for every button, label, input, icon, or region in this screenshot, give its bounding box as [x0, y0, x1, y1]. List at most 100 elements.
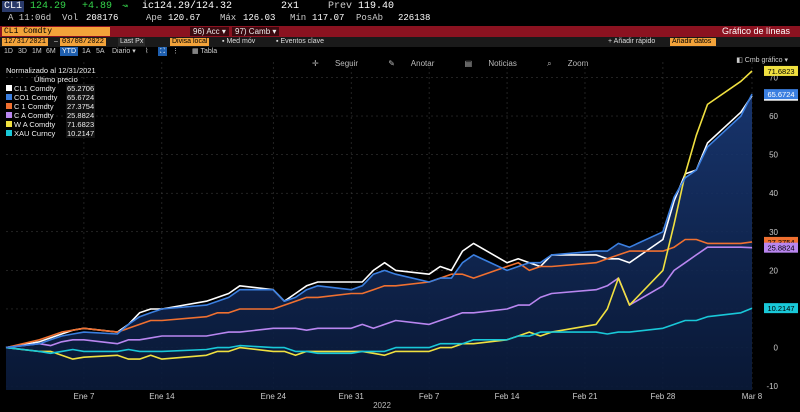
- news-label: Noticias: [488, 59, 517, 68]
- table-icon: ▦: [192, 48, 199, 55]
- period-1d[interactable]: 1D: [4, 48, 13, 55]
- chart-mode-icon[interactable]: ⛶: [158, 47, 167, 56]
- annotate-button[interactable]: ✎ Anotar: [388, 59, 448, 68]
- command-bar: CL1 Comdty 96) Acc ▾ 97) Camb ▾ Gráfico …: [0, 26, 800, 37]
- last-price: 124.29: [30, 1, 67, 12]
- key-events-toggle[interactable]: ▪ Eventos clave: [276, 37, 324, 47]
- last-value-tag: 25.8824: [764, 242, 798, 253]
- currency-select[interactable]: Divisa local: [170, 38, 210, 46]
- chart-type-label: Cmb gráfico: [744, 57, 783, 64]
- legend-swatch: [6, 103, 12, 109]
- page-title: Gráfico de líneas: [721, 26, 790, 36]
- legend-swatch: [6, 85, 12, 91]
- last-value-tag: 65.6724: [764, 89, 798, 100]
- switch-button[interactable]: 97) Camb ▾: [232, 27, 280, 36]
- series-line-xau-curncy[interactable]: [5, 307, 753, 355]
- x-tick-label: Mar 8: [742, 392, 763, 401]
- legend-label: CO1 Comdty: [14, 93, 58, 102]
- chart-toolbar: ✛ Seguir ✎ Anotar ▤ Noticias ⌕ Zoom: [312, 59, 616, 69]
- legend-item[interactable]: XAU Curncy 10.2147: [6, 129, 111, 138]
- low-value: 117.07: [312, 13, 345, 23]
- y-tick-label: -10: [766, 382, 778, 391]
- actions-button[interactable]: 96) Acc ▾: [190, 27, 229, 36]
- indicator-icon[interactable]: ⋮: [172, 48, 179, 55]
- legend-swatch: [6, 94, 12, 100]
- news-button[interactable]: ▤ Noticias: [465, 59, 531, 68]
- moving-avg-icon: ▪: [222, 38, 225, 45]
- x-tick-label: Ene 24: [261, 392, 287, 401]
- pencil-icon: ✎: [388, 59, 395, 68]
- moving-avg-label: Med móv: [226, 38, 256, 45]
- legend-label: C A Comdty: [14, 111, 54, 120]
- zoom-button[interactable]: ⌕ Zoom: [547, 59, 602, 68]
- x-tick-label: Ene 14: [149, 392, 175, 401]
- zoom-icon: ⌕: [547, 59, 552, 68]
- tag-value: 10.2147: [767, 304, 794, 313]
- add-quick-button[interactable]: + Añadir rápido: [608, 37, 655, 47]
- x-tick-label: Feb 14: [495, 392, 520, 401]
- x-tick-label: Feb 7: [419, 392, 440, 401]
- legend-label: C 1 Comdty: [14, 102, 54, 111]
- period-1m[interactable]: 1M: [32, 48, 42, 55]
- switch-number-icon: 97): [235, 27, 247, 36]
- moving-avg-toggle[interactable]: ▪ Med móv: [222, 37, 255, 47]
- security-field[interactable]: CL1 Comdty: [2, 27, 110, 36]
- frequency-select[interactable]: Diario ▾: [112, 48, 136, 55]
- field-select[interactable]: Last Px: [118, 38, 146, 46]
- legend-value: 65.2706: [66, 84, 96, 93]
- y-tick-label: 60: [769, 112, 778, 121]
- legend-header-last: Último precio: [34, 75, 78, 84]
- legend-value: 27.3754: [66, 102, 96, 111]
- key-events-icon: ▪: [276, 38, 279, 45]
- sparkline-icon: ↝: [122, 2, 129, 13]
- prev-value: 119.40: [358, 1, 395, 12]
- table-toggle[interactable]: ▦ Tabla: [192, 47, 217, 56]
- legend-rows: CL1 Comdty 65.2706 CO1 Comdty 65.6724 C 1 Co…: [6, 84, 111, 138]
- tag-box: [764, 303, 798, 314]
- series-line-w-a-comdty[interactable]: [5, 70, 753, 360]
- end-date-field[interactable]: 03/08/2022: [60, 38, 107, 46]
- oi-label: PosAb: [356, 13, 384, 23]
- year-label: 2022: [373, 401, 391, 410]
- ticker-box[interactable]: CL1 124.29: [2, 1, 66, 12]
- period-5a[interactable]: 5A: [96, 48, 105, 55]
- series-line-c-1-comdty[interactable]: [5, 238, 753, 349]
- legend-item[interactable]: C A Comdty 25.8824: [6, 111, 111, 120]
- legend-item[interactable]: C 1 Comdty 27.3754: [6, 102, 111, 111]
- quote-time: A 11:06d: [8, 13, 52, 23]
- tag-value: 65.6724: [767, 90, 794, 99]
- start-date-field[interactable]: 12/31/2021: [2, 38, 49, 46]
- high-label: Máx: [220, 13, 237, 23]
- quote-bar: CL1 124.29 +4.89 ↝ ic124.29/124.32 2x1 P…: [0, 0, 800, 25]
- add-quick-label: Añadir rápido: [613, 38, 656, 45]
- period-ytd[interactable]: YTD: [60, 47, 78, 56]
- frequency-label: Diario: [112, 48, 131, 55]
- legend: Normalizado al 12/31/2021 Último precio …: [6, 66, 111, 138]
- period-1a[interactable]: 1A: [82, 48, 91, 55]
- news-icon: ▤: [464, 59, 473, 68]
- high-value: 126.03: [243, 13, 276, 23]
- series-line-cl1-comdty[interactable]: [5, 95, 753, 349]
- open-value: 120.67: [168, 13, 201, 23]
- legend-item[interactable]: W A Comdty 71.6823: [6, 120, 111, 129]
- oi-value: 226138: [398, 13, 431, 23]
- chart-type-button[interactable]: ◧ Cmb gráfico ▾: [736, 57, 788, 64]
- crosshair-icon: ✛: [312, 59, 319, 68]
- date-separator: –: [54, 38, 58, 45]
- period-3d[interactable]: 3D: [18, 48, 27, 55]
- series-line-co1-comdty[interactable]: [5, 93, 753, 349]
- follow-label: Seguir: [334, 59, 359, 68]
- zoom-label: Zoom: [567, 59, 589, 68]
- table-label: Tabla: [200, 48, 218, 55]
- bid-ask: ic124.29/124.32: [142, 1, 233, 12]
- period-6m[interactable]: 6M: [46, 48, 56, 55]
- low-label: Mín: [290, 13, 307, 23]
- follow-button[interactable]: ✛ Seguir: [312, 59, 372, 68]
- legend-item[interactable]: CL1 Comdty 65.2706: [6, 84, 111, 93]
- line-style-icon[interactable]: ⌇: [145, 48, 149, 55]
- legend-item[interactable]: CO1 Comdty 65.6724: [6, 93, 111, 102]
- add-data-field[interactable]: Añadir datos: [670, 38, 716, 46]
- last-value-tag: 27.3754: [764, 236, 798, 247]
- y-tick-label: 0: [774, 344, 779, 353]
